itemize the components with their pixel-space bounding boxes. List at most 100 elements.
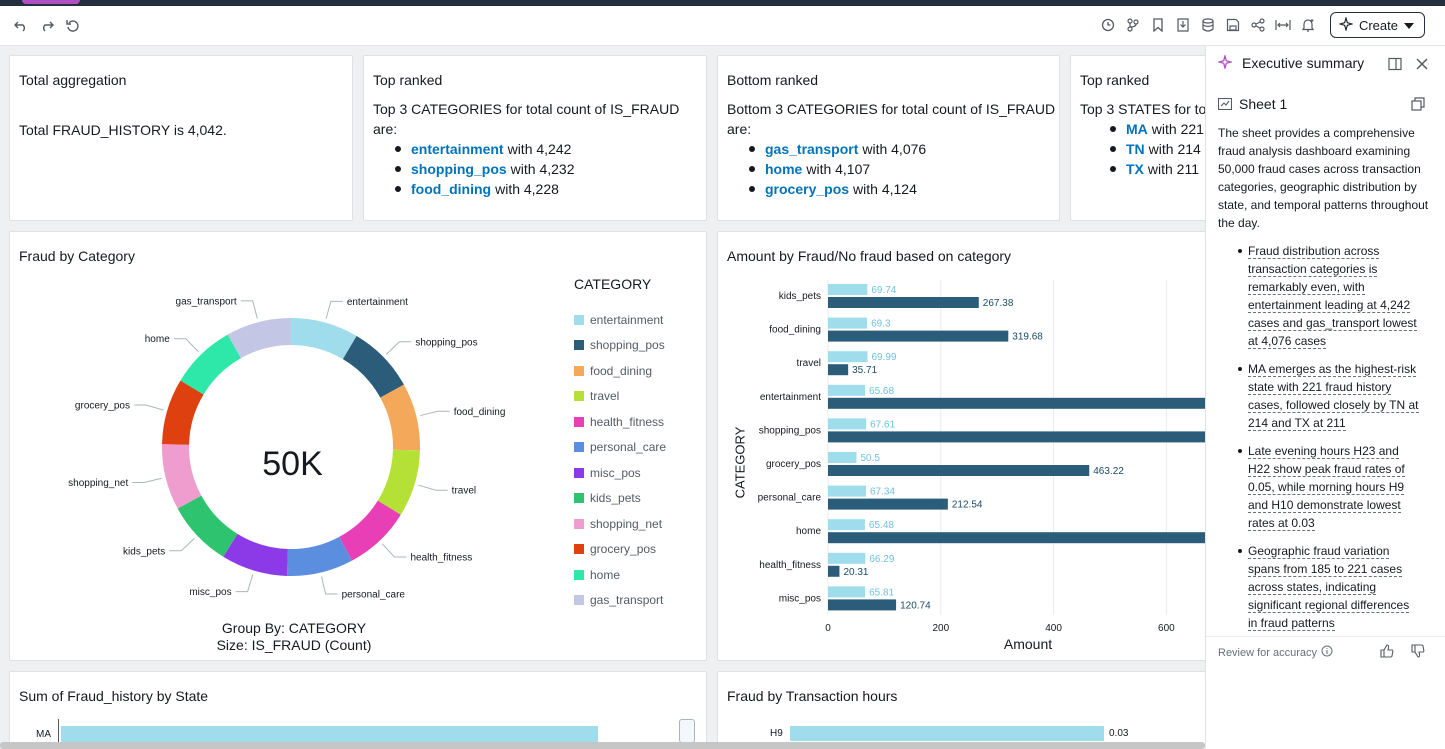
bar-light[interactable] — [828, 384, 866, 396]
horizontal-scrollbar[interactable] — [0, 742, 1205, 749]
reset-icon[interactable] — [64, 16, 82, 36]
kpi-link[interactable]: home — [765, 161, 803, 177]
bullet-text[interactable]: MA emerges as the highest-risk state wit… — [1248, 362, 1419, 431]
copy-icon[interactable] — [1411, 97, 1425, 116]
donut-slice-misc_pos[interactable] — [223, 533, 288, 576]
bar-dark[interactable] — [828, 397, 1206, 409]
y-tick-label: travel — [797, 358, 821, 369]
bar-light[interactable] — [828, 485, 866, 497]
database-icon[interactable] — [1199, 15, 1217, 35]
donut-slice-shopping_pos[interactable] — [342, 335, 404, 398]
legend-item-home[interactable]: home — [574, 562, 666, 588]
toolbar: Create — [0, 6, 1445, 46]
kpi-link[interactable]: food_dining — [411, 181, 492, 197]
kpi-link[interactable]: entertainment — [411, 141, 504, 157]
scroll-handle[interactable] — [679, 719, 695, 743]
kpi-bottom-title: Bottom ranked — [727, 72, 819, 88]
create-button[interactable]: Create — [1329, 12, 1425, 38]
donut-slice-shopping_net[interactable] — [162, 444, 202, 509]
donut-slice-label: food_dining — [454, 407, 506, 418]
fit-width-icon[interactable] — [1274, 15, 1292, 35]
bar-dark[interactable] — [828, 364, 849, 376]
bar-dark[interactable] — [828, 565, 840, 577]
bar-dark[interactable] — [828, 297, 979, 308]
bar-dark[interactable] — [828, 532, 1206, 544]
legend-label: travel — [590, 389, 620, 404]
download-icon[interactable] — [1174, 15, 1192, 35]
kpi-link[interactable]: shopping_pos — [411, 161, 507, 177]
bar-light[interactable] — [828, 586, 866, 598]
bar-value-label: 69.3 — [871, 319, 891, 330]
donut-slice-kids_pets[interactable] — [177, 495, 238, 557]
bar-light[interactable] — [828, 351, 868, 363]
kpi-link[interactable]: gas_transport — [765, 141, 859, 157]
close-icon[interactable] — [1415, 57, 1429, 76]
bar-light[interactable] — [828, 519, 865, 531]
bar-light[interactable] — [828, 452, 857, 463]
kpi-states-card: Top ranked Top 3 STATES for to MA with 22… — [1070, 55, 1206, 221]
donut-slice-travel[interactable] — [377, 449, 420, 515]
legend-item-shopping_pos[interactable]: shopping_pos — [574, 333, 666, 359]
bar-dark[interactable] — [828, 431, 1206, 443]
bar-dark[interactable] — [828, 498, 948, 510]
legend-item-personal_care[interactable]: personal_care — [574, 435, 666, 461]
bookmark-icon[interactable] — [1149, 15, 1167, 35]
donut-slice-label: health_fitness — [411, 552, 473, 563]
schedule-icon[interactable] — [1099, 15, 1117, 35]
branch-icon[interactable] — [1124, 15, 1142, 35]
bar-dark[interactable] — [828, 599, 897, 611]
kpi-top-intro: Top 3 CATEGORIES for total count of IS_F… — [373, 101, 680, 137]
y-tick-label: shopping_pos — [759, 425, 821, 436]
bar-light[interactable] — [828, 284, 868, 295]
donut-slice-food_dining[interactable] — [380, 384, 420, 451]
bar-value-label: 65.68 — [869, 386, 894, 397]
donut-slice-label: grocery_pos — [75, 401, 130, 412]
legend-item-travel[interactable]: travel — [574, 384, 666, 410]
hours-card: Fraud by Transaction hours H9 0.03 — [717, 671, 1206, 749]
kpi-link[interactable]: grocery_pos — [765, 181, 850, 197]
donut-slice-gas_transport[interactable] — [227, 318, 291, 359]
legend-item-health_fitness[interactable]: health_fitness — [574, 409, 666, 435]
share-icon[interactable] — [1249, 15, 1267, 35]
y-tick-label: kids_pets — [779, 291, 821, 302]
list-item: shopping_pos with 4,232 — [395, 159, 575, 179]
bullet-text[interactable]: Late evening hours H23 and H22 show peak… — [1248, 444, 1405, 531]
donut-slice-home[interactable] — [180, 334, 241, 395]
legend-item-grocery_pos[interactable]: grocery_pos — [574, 537, 666, 563]
donut-slice-label: shopping_net — [68, 478, 128, 489]
legend-item-misc_pos[interactable]: misc_pos — [574, 460, 666, 486]
kpi-link[interactable]: MA — [1126, 121, 1148, 137]
kpi-states-list: MA with 221 TN with 214 TX with 211 — [1110, 119, 1204, 179]
bar-dark[interactable] — [828, 330, 1009, 342]
kpi-link[interactable]: TX — [1126, 161, 1144, 177]
bar-light[interactable] — [828, 317, 868, 329]
legend-item-food_dining[interactable]: food_dining — [574, 358, 666, 384]
info-icon[interactable] — [1321, 645, 1333, 660]
donut-slice-grocery_pos[interactable] — [162, 380, 204, 445]
redo-icon[interactable] — [38, 16, 56, 36]
kpi-link[interactable]: TN — [1126, 141, 1145, 157]
bar-light[interactable] — [828, 418, 867, 430]
bar-value-label: 69.99 — [871, 352, 896, 363]
alert-bell-icon[interactable] — [1299, 15, 1317, 35]
kpi-top-list: entertainment with 4,242 shopping_pos with… — [395, 139, 575, 199]
legend-item-shopping_net[interactable]: shopping_net — [574, 511, 666, 537]
donut-slice-health_fitness[interactable] — [339, 500, 401, 561]
dock-panel-icon[interactable] — [1388, 57, 1402, 76]
thumbs-up-icon[interactable] — [1380, 644, 1394, 663]
legend-swatch — [574, 569, 584, 580]
undo-icon[interactable] — [12, 16, 30, 36]
bar-dark[interactable] — [828, 465, 1090, 476]
bullet-text[interactable]: Fraud distribution across transaction ca… — [1248, 244, 1417, 349]
legend-label: entertainment — [590, 312, 664, 327]
y-tick-label: home — [796, 526, 821, 537]
legend-item-entertainment[interactable]: entertainment — [574, 307, 666, 333]
bar-light[interactable] — [828, 552, 866, 564]
legend-item-gas_transport[interactable]: gas_transport — [574, 588, 666, 614]
bullet-text[interactable]: Geographic fraud variation spans from 18… — [1248, 544, 1410, 631]
donut-slice-personal_care[interactable] — [287, 536, 353, 576]
thumbs-down-icon[interactable] — [1411, 644, 1425, 663]
donut-slice-entertainment[interactable] — [291, 318, 357, 360]
save-icon[interactable] — [1224, 15, 1242, 35]
legend-item-kids_pets[interactable]: kids_pets — [574, 486, 666, 512]
